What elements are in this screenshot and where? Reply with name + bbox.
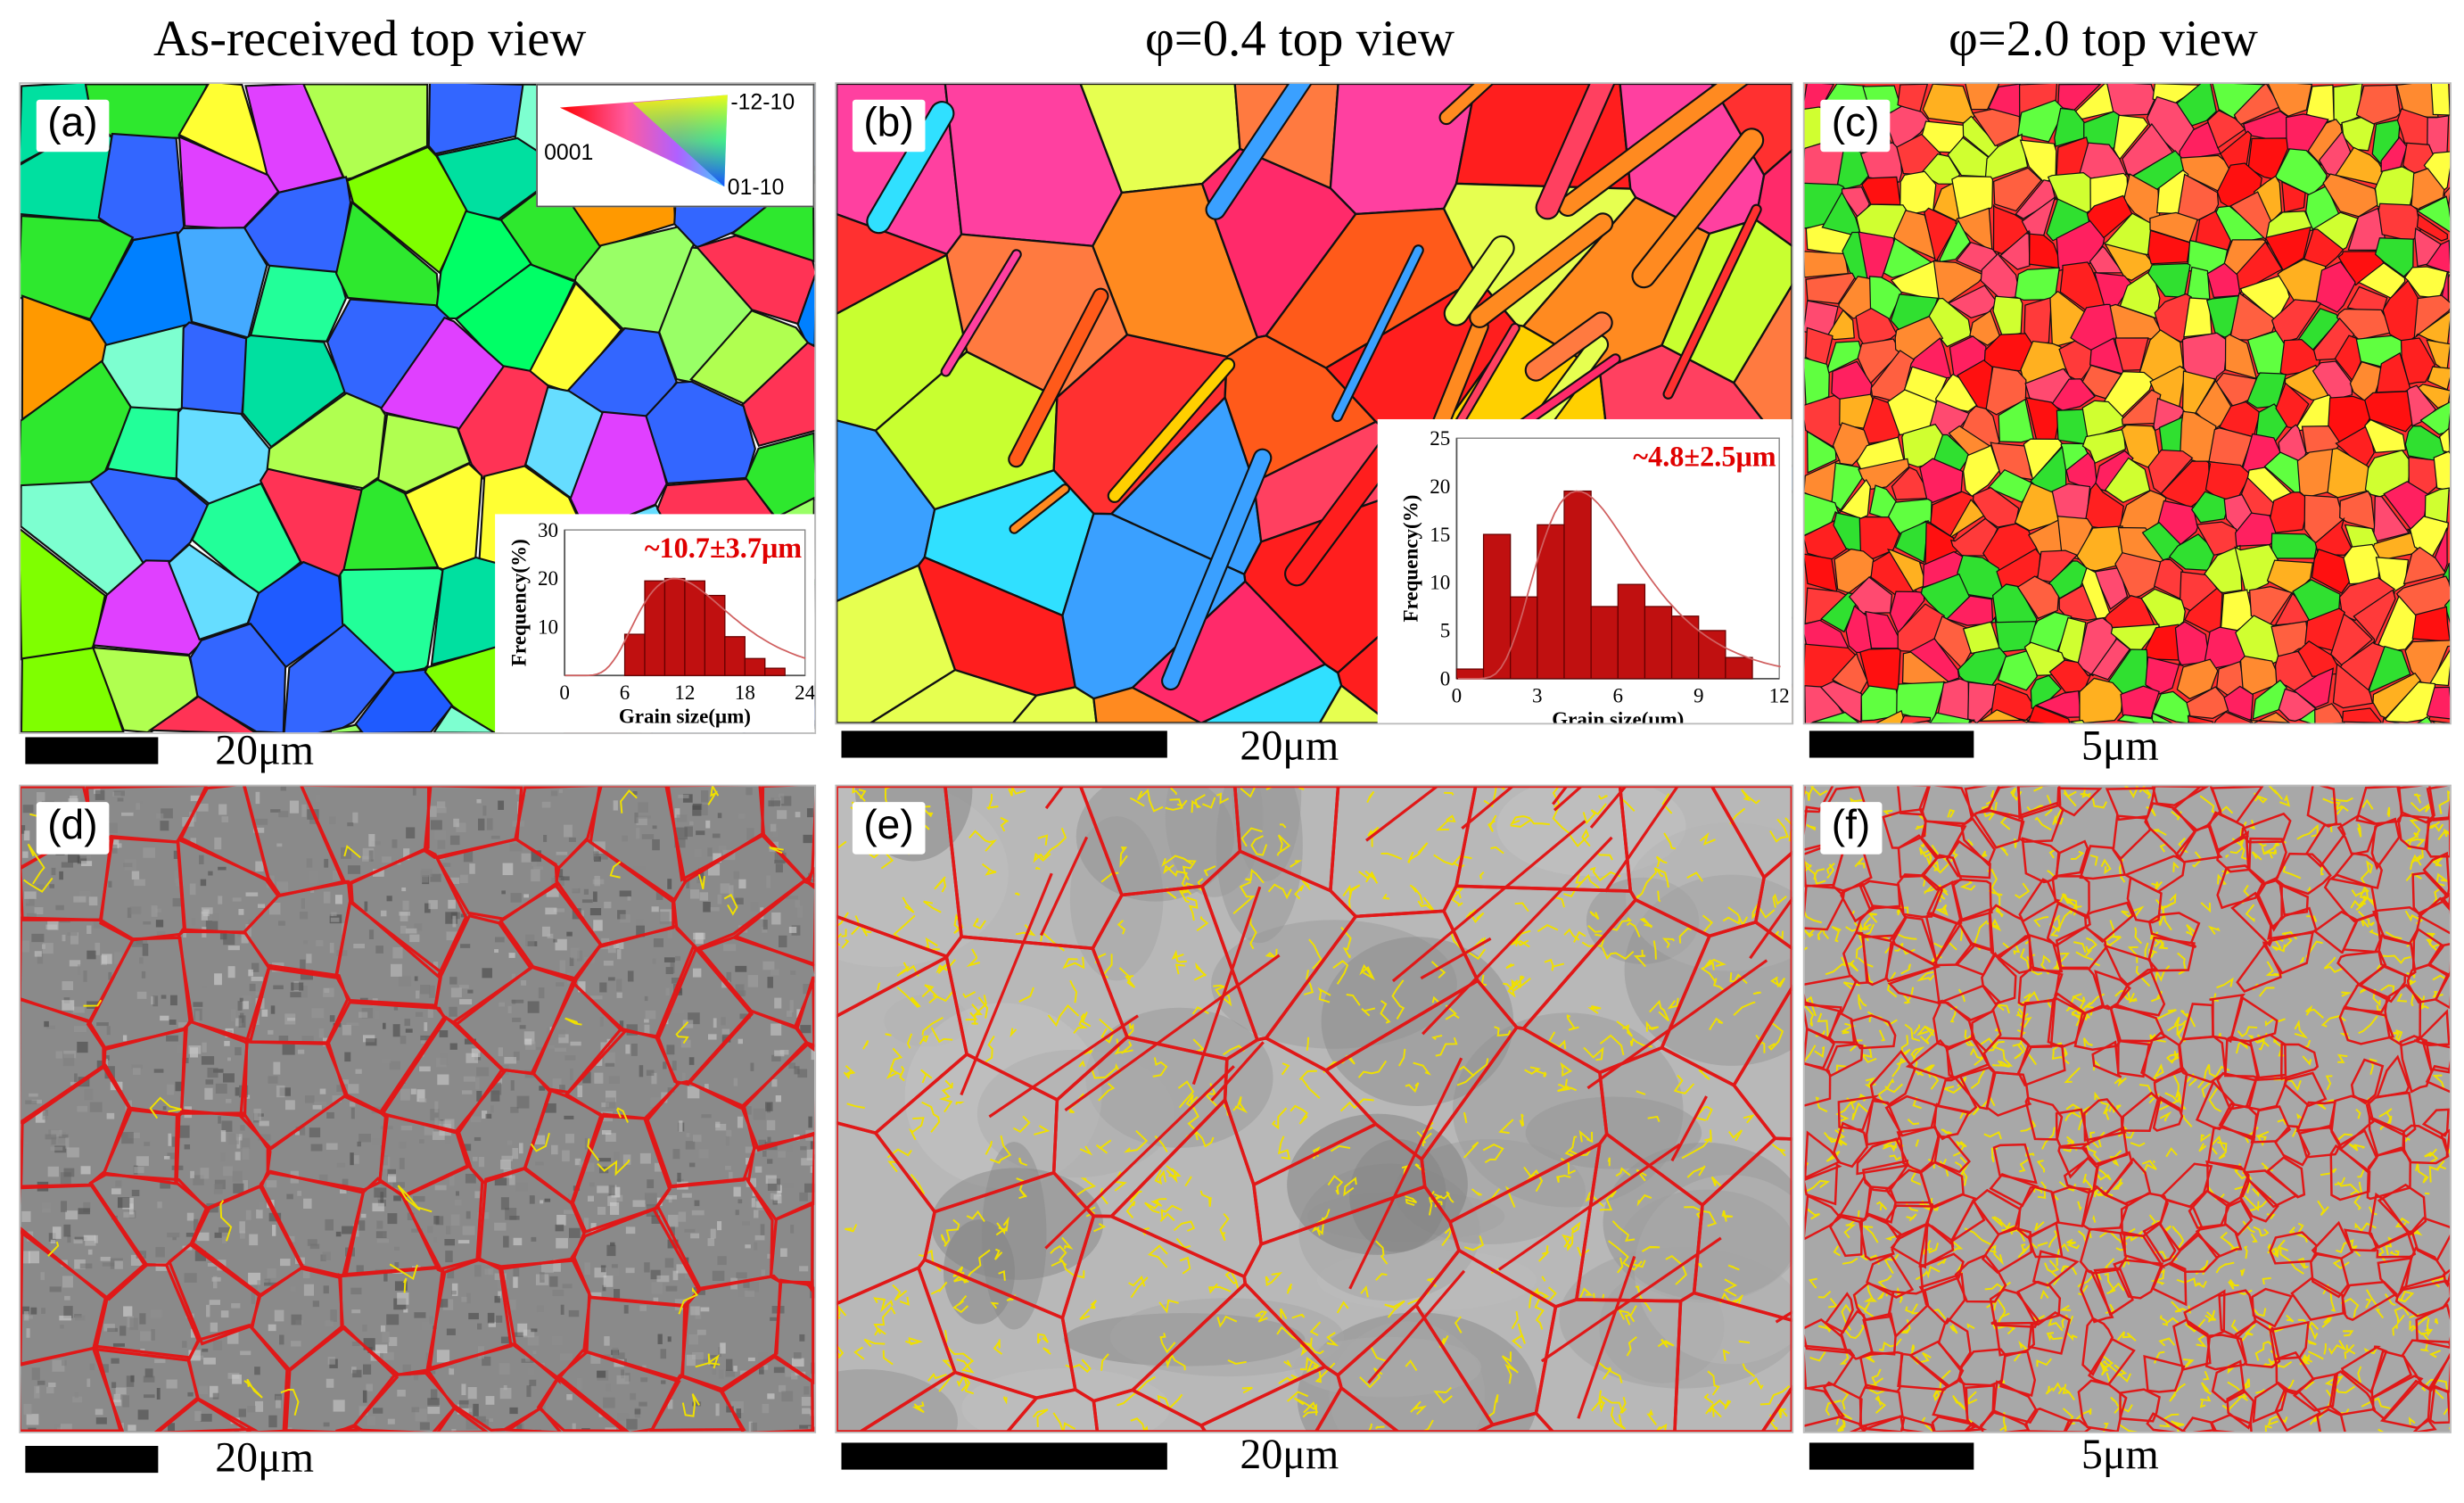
histogram-bar <box>685 581 705 675</box>
ipf-key-01-10: 01-10 <box>728 174 785 199</box>
y-tick-label: 30 <box>538 518 558 541</box>
x-tick-label: 3 <box>1532 683 1543 706</box>
grain <box>182 322 249 414</box>
histogram-bar <box>1699 631 1726 679</box>
low-angle-boundary <box>932 949 940 950</box>
scale-bar-a <box>25 737 158 764</box>
panel-label-e: (e) <box>853 802 925 854</box>
panel-e-boundary-map: (e) <box>835 785 1793 1433</box>
mean-grain-size-annotation: ~4.8±2.5μm <box>1633 440 1776 472</box>
histogram-bar <box>765 668 785 675</box>
histogram-bar <box>745 658 764 675</box>
panel-d-boundary-map: (d) <box>19 785 816 1433</box>
panel-c-ipf-map: (c) <box>1803 82 2452 724</box>
y-tick-label: 20 <box>538 566 558 590</box>
boundary-map-d <box>21 786 814 1432</box>
boundary-map-e <box>836 786 1792 1432</box>
panel-a-ipf-map: (a) <box>19 82 816 734</box>
ipf-key-12-10: -12-10 <box>730 88 795 113</box>
mean-grain-size-annotation: ~10.7±3.7μm <box>645 532 803 564</box>
x-tick-label: 12 <box>674 681 695 704</box>
panel-label-d: (d) <box>37 802 109 854</box>
x-tick-label: 24 <box>795 681 814 704</box>
y-tick-label: 10 <box>1430 571 1450 594</box>
histogram-bar <box>625 634 645 675</box>
low-angle-boundary <box>1036 868 1041 870</box>
y-tick-label: 25 <box>1430 426 1450 450</box>
panel-label-c: (c) <box>1820 100 1891 152</box>
column-title-phi-0-4: φ=0.4 top view <box>1145 10 1455 69</box>
scale-bar-f <box>1809 1442 1974 1469</box>
ipf-key-0001: 0001 <box>544 139 593 164</box>
y-tick-label: 0 <box>1440 667 1451 690</box>
histogram-bar <box>725 637 745 676</box>
column-title-phi-2-0: φ=2.0 top view <box>1949 10 2258 69</box>
grain <box>99 134 185 240</box>
panel-label-b: (b) <box>853 100 925 152</box>
y-tick-label: 15 <box>1430 523 1450 546</box>
x-tick-label: 6 <box>620 681 630 704</box>
scale-label-d: 20μm <box>215 1433 314 1482</box>
x-tick-label: 0 <box>559 681 570 704</box>
x-tick-label: 0 <box>1452 683 1463 706</box>
histogram-bar <box>1726 657 1752 679</box>
panel-b-ipf-map: (b) 0 3 6 9 12 0 5 10 15 20 25 Grain size(μm) Freque… <box>835 82 1793 724</box>
scale-bar-e <box>842 1442 1167 1469</box>
panel-label-a: (a) <box>37 100 109 152</box>
histogram-bar <box>1618 584 1644 679</box>
grain <box>2375 167 2417 208</box>
boundary-map-f <box>1805 786 2451 1432</box>
y-axis-label: Frequency(%) <box>507 539 530 666</box>
grain <box>2106 84 2155 116</box>
y-axis-label: Frequency(%) <box>1399 495 1422 623</box>
ipf-color-key: 0001 -12-10 01-10 <box>536 84 814 207</box>
histogram-a: 0 6 12 18 24 10 20 30 Grain size(μm) Frequency(%)… <box>495 514 814 732</box>
scale-label-b: 20μm <box>1240 722 1339 771</box>
grain <box>1805 252 1849 277</box>
x-tick-label: 18 <box>735 681 755 704</box>
column-title-as-received: As-received top view <box>153 10 586 69</box>
grain <box>2431 84 2450 115</box>
x-tick-label: 9 <box>1693 683 1704 706</box>
histogram-inset-b: 0 3 6 9 12 0 5 10 15 20 25 Grain size(μm) Frequency(… <box>1378 419 1792 723</box>
grain <box>2344 544 2380 583</box>
scale-label-c: 5μm <box>2081 722 2159 771</box>
histogram-b: 0 3 6 9 12 0 5 10 15 20 25 Grain size(μm) Frequency(… <box>1378 419 1792 723</box>
low-angle-boundary <box>2015 838 2016 847</box>
histogram-bar <box>645 581 664 675</box>
x-tick-label: 6 <box>1613 683 1624 706</box>
histogram-bar <box>664 579 684 676</box>
scale-label-a: 20μm <box>215 726 314 775</box>
low-angle-boundary <box>2425 1193 2429 1194</box>
histogram-bar <box>1644 607 1671 679</box>
grain <box>2378 203 2420 241</box>
y-tick-label: 20 <box>1430 475 1450 498</box>
low-angle-boundary <box>2154 1161 2155 1163</box>
scale-label-e: 20μm <box>1240 1430 1339 1479</box>
x-axis-label: Grain size(μm) <box>1552 707 1684 723</box>
ipf-map-c <box>1805 84 2451 723</box>
x-axis-label: Grain size(μm) <box>619 704 751 727</box>
histogram-bar <box>1564 491 1591 679</box>
panel-label-f: (f) <box>1820 802 1881 854</box>
low-angle-boundary <box>1609 1158 1610 1166</box>
scale-bar-c <box>1809 731 1974 757</box>
grain-boundary <box>813 1427 814 1432</box>
y-tick-label: 10 <box>538 615 558 639</box>
scale-bar-b <box>842 731 1167 757</box>
x-tick-label: 12 <box>1769 683 1790 706</box>
scale-bar-d <box>25 1446 158 1473</box>
low-angle-boundary <box>886 1034 892 1035</box>
y-tick-label: 5 <box>1440 619 1451 642</box>
histogram-bar <box>1456 669 1483 679</box>
grain <box>2434 451 2450 491</box>
histogram-bar <box>1672 616 1699 679</box>
histogram-bar <box>1591 607 1618 679</box>
panel-f-boundary-map: (f) <box>1803 785 2452 1433</box>
scale-label-f: 5μm <box>2081 1430 2159 1479</box>
histogram-inset-a: 0 6 12 18 24 10 20 30 Grain size(μm) Frequency(%)… <box>495 514 814 732</box>
